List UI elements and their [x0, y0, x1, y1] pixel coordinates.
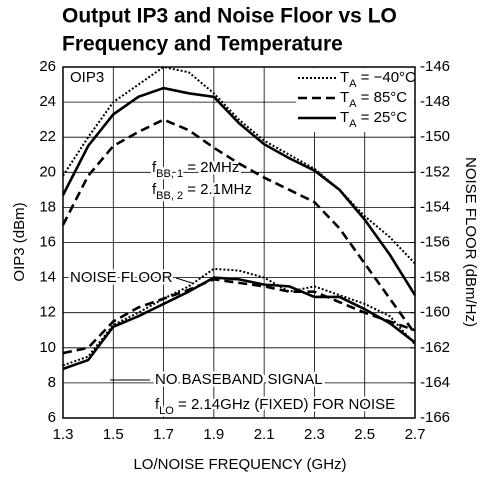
y-tick-label: 26	[39, 58, 56, 75]
legend-label: TA = −40°C	[340, 69, 416, 90]
y2-tick-label: -160	[420, 304, 450, 321]
y2-tick-label: -146	[420, 58, 450, 75]
chart-title: Frequency and Temperature	[62, 33, 343, 56]
x-tick-label: 2.7	[405, 426, 426, 443]
x-axis-label: LO/NOISE FREQUENCY (GHz)	[133, 456, 346, 473]
y-tick-label: 16	[39, 233, 56, 250]
y2-axis-label: NOISE FLOOR (dBm/Hz)	[462, 157, 479, 327]
x-tick-label: 1.7	[153, 426, 174, 443]
annotation: fBB, 2 = 2.1MHz	[152, 181, 252, 202]
y2-tick-label: -150	[420, 128, 450, 145]
x-tick-label: 1.3	[53, 426, 74, 443]
y-tick-label: 22	[39, 128, 56, 145]
chart-title: Output IP3 and Noise Floor vs LO	[62, 5, 397, 28]
y2-tick-label: -148	[420, 93, 450, 110]
y-tick-label: 12	[39, 304, 56, 321]
y2-tick-label: -162	[420, 339, 450, 356]
plot-frame	[62, 66, 416, 419]
series-line	[62, 65, 416, 265]
annotation: fLO = 2.14GHz (FIXED) FOR NOISE	[155, 396, 395, 417]
y-tick-label: 18	[39, 198, 56, 215]
y-tick-label: 24	[39, 93, 56, 110]
series-line	[62, 267, 416, 367]
series-line	[61, 118, 417, 335]
x-tick-label: 2.1	[254, 426, 275, 443]
series-line	[62, 276, 416, 371]
y2-tick-label: -154	[420, 198, 450, 215]
y2-tick-label: -166	[420, 409, 450, 426]
x-tick-label: 1.5	[103, 426, 124, 443]
x-tick-label: 2.5	[354, 426, 375, 443]
x-tick-label: 1.9	[203, 426, 224, 443]
y-tick-label: 14	[39, 269, 56, 286]
y2-tick-label: -152	[420, 163, 450, 180]
leader-line	[175, 277, 193, 284]
y2-tick-label: -158	[420, 269, 450, 286]
y-tick-label: 10	[39, 339, 56, 356]
annotation: NOISE FLOOR	[70, 269, 173, 286]
series-line	[62, 278, 416, 355]
x-tick-label: 2.3	[304, 426, 325, 443]
annotation: fBB, 1 = 2MHz	[152, 159, 239, 180]
y-tick-label: 6	[48, 409, 56, 426]
legend-label: TA = 25°C	[340, 109, 407, 130]
y2-tick-label: -164	[420, 374, 450, 391]
annotation: OIP3	[70, 69, 104, 86]
y-tick-label: 20	[39, 163, 56, 180]
series-line	[61, 86, 417, 296]
y2-tick-label: -156	[420, 233, 450, 250]
y-tick-label: 8	[48, 374, 56, 391]
legend-label: TA = 85°C	[340, 89, 407, 110]
y-axis-label: OIP3 (dBm)	[11, 202, 28, 281]
annotation: NO BASEBAND SIGNAL	[155, 371, 323, 388]
